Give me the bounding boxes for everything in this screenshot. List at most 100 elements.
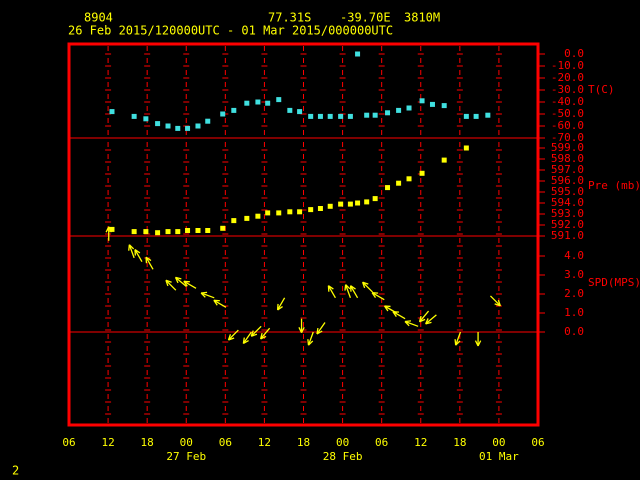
arrow-head [128,244,135,250]
arrow-head [474,340,479,347]
arrow-head [300,327,305,333]
arrow-shaft [419,310,430,323]
wind-arrow [165,279,177,291]
arrow-head [227,334,232,341]
data-point [195,123,201,129]
arrow-head [404,321,410,327]
data-point [109,109,115,115]
arrow-shaft [362,281,374,293]
data-point [317,206,323,211]
data-point [347,113,353,119]
x-tick-label: 06 [531,436,544,449]
page-number: 2 [12,464,19,478]
arrow-head [259,332,263,340]
arrow-head [165,279,172,283]
wind-arrow [404,320,419,327]
arrow-head [228,337,235,341]
arrow-shaft [228,329,239,341]
arrow-shaft [277,297,286,311]
data-point [441,103,447,109]
arrow-head [260,335,267,340]
arrow-shaft [242,331,252,344]
y-tick-label: 1.0 [564,306,584,319]
y-tick-label: -10.0 [551,59,584,72]
arrow-head [277,306,283,311]
data-point [287,209,293,215]
arrow-head [362,281,366,289]
frame [67,42,540,427]
x-tick-label: 00 [492,436,505,449]
data-point [220,225,226,231]
arrow-head [404,320,412,323]
data-point [355,51,361,57]
data-point [372,112,378,118]
wind-arrow [213,299,227,308]
arrow-shaft [200,292,215,299]
wind-arrow [349,285,359,299]
data-point [265,210,271,216]
arrow-head [201,291,208,294]
data-point [308,113,314,119]
data-point [255,99,261,105]
x-tick-label: 12 [101,436,114,449]
y-tick-label: -40.0 [551,95,584,108]
wind-arrow [134,249,143,263]
wind-arrow [145,256,154,270]
y-tick-label: 2.0 [564,287,584,300]
date-label: 28 Feb [323,450,363,463]
data-point [338,201,344,207]
data-point [463,113,469,119]
data-point [385,185,391,191]
arrow-head [455,340,461,346]
data-point [155,121,161,127]
date-label: 01 Mar [479,450,519,463]
arrow-head [308,340,314,346]
x-tick-label: 12 [258,436,271,449]
wind-arrow [418,310,430,323]
x-tick-label: 18 [141,436,154,449]
arrow-head [477,340,482,347]
arrow-head [307,339,310,346]
elevation: 3810M [404,11,440,25]
arrow-shaft [128,244,135,259]
arrow-shaft [345,284,352,299]
data-point [143,116,149,122]
arrow-shaft [134,249,143,263]
arrow-head [328,285,334,290]
data-point [327,203,333,209]
data-point [385,110,391,116]
plot-area: 06 12 18 00 06 12 18 00 06 12 18 00 06 27 Feb 28 Feb 01… [62,46,640,463]
arrow-head [134,249,141,254]
data-point [244,100,250,106]
y-tick-label: 3.0 [564,268,584,281]
arrow-head [362,281,369,285]
data-point [287,107,293,113]
y-tick-label: -20.0 [551,71,584,84]
wind-arrow [227,329,239,341]
data-point [185,125,191,131]
wind-arrow [250,325,262,337]
data-point [463,145,469,151]
arrow-shaft [327,285,336,299]
arrow-head [345,284,351,290]
y-tick-label: 593.0 [551,207,584,220]
wind-arrow [344,284,352,299]
y-tick-label: -60.0 [551,119,584,132]
x-tick-label: 12 [414,436,427,449]
y-tick-label: 594.0 [551,196,584,209]
wind-arrow [242,331,252,345]
wind-arrow [474,332,482,347]
y-tick-label: -70.0 [551,131,584,144]
data-point [131,229,137,235]
data-point [276,97,282,103]
y-tick-label: 595.0 [551,185,584,198]
arrow-shaft [455,331,462,346]
data-point [165,229,171,235]
arrow-head [298,327,303,333]
data-point [419,170,425,176]
arrow-head [316,327,319,335]
data-point [205,118,211,124]
data-point [155,230,161,236]
